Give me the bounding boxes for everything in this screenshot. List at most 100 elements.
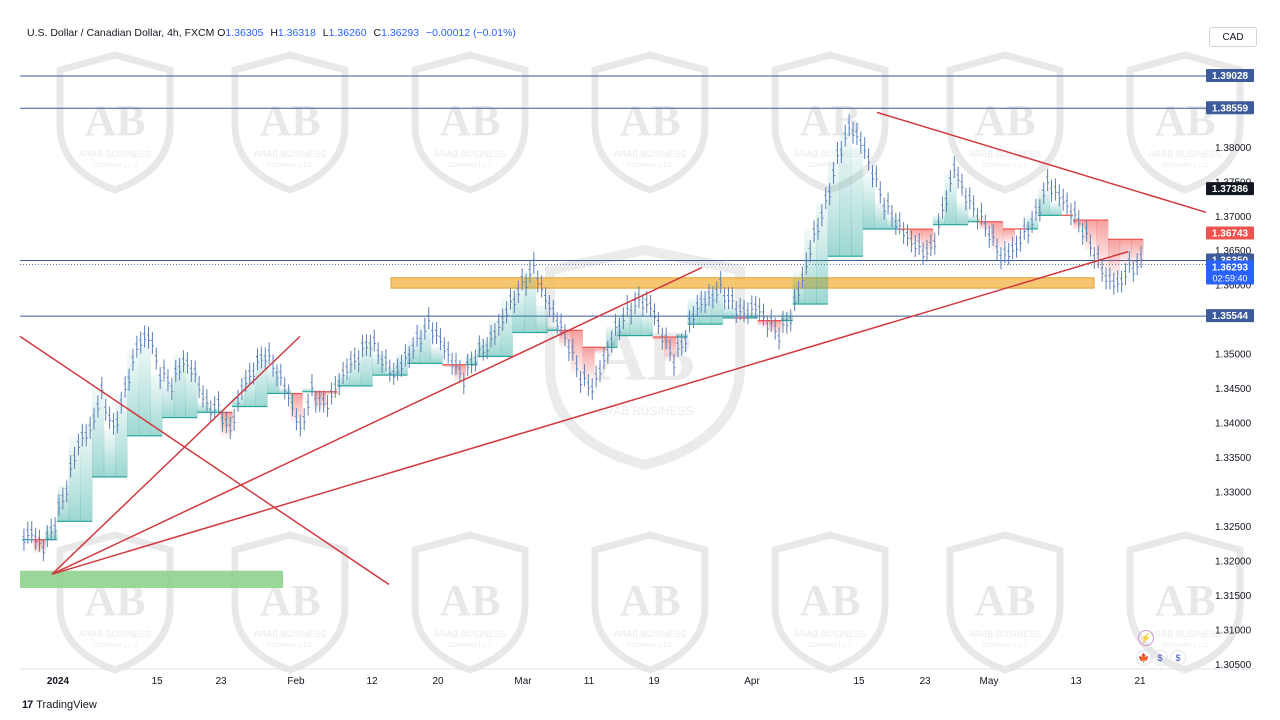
time-tick-label: 15 bbox=[151, 676, 163, 687]
cloud-segment bbox=[185, 367, 198, 418]
price-label-text: 1.37386 bbox=[1212, 184, 1249, 195]
shield-icon bbox=[771, 531, 889, 674]
price-label-text: 1.38559 bbox=[1212, 103, 1249, 114]
cloud-segment bbox=[827, 160, 840, 257]
low-value: 1.36260 bbox=[328, 27, 367, 39]
watermark-company: COMPANY L.L.C bbox=[1162, 163, 1208, 169]
price-axis[interactable]: 1.380001.375001.370001.365001.360001.350… bbox=[1215, 143, 1252, 671]
watermark-monogram: AB bbox=[619, 576, 680, 625]
cloud-segment bbox=[430, 346, 443, 364]
time-tick-label: 15 bbox=[853, 676, 865, 687]
cloud-segment bbox=[103, 429, 116, 477]
watermark-name: ARAB BUSINESS bbox=[794, 629, 867, 639]
price-label-level: 1.38559 bbox=[1206, 101, 1254, 115]
watermark-name: ARAB BUSINESS bbox=[79, 149, 152, 159]
watermark-company: COMPANY L.L.C bbox=[447, 643, 493, 649]
shield-icon bbox=[1126, 51, 1244, 194]
falling-line bbox=[19, 335, 390, 586]
tradingview-logo-icon[interactable]: 17 bbox=[22, 699, 33, 711]
cloud-segment bbox=[1049, 201, 1062, 216]
price-label-black: 1.37386 bbox=[1206, 182, 1254, 196]
rising-line-2 bbox=[51, 266, 703, 575]
price-label-bg bbox=[1206, 260, 1254, 285]
price-label-text: 1.35544 bbox=[1212, 311, 1249, 322]
symbol-name: U.S. Dollar / Canadian Dollar, 4h, FXCM bbox=[27, 27, 215, 39]
price-tick-label: 1.37000 bbox=[1215, 212, 1252, 223]
us-flag-icon-2[interactable]: $ bbox=[1170, 650, 1186, 666]
watermark-name: ARAB BUSINESS bbox=[614, 629, 687, 639]
descending-resistance bbox=[876, 111, 1207, 214]
watermark-name: ARAB BUSINESS bbox=[254, 629, 327, 639]
price-tick-label: 1.31000 bbox=[1215, 625, 1252, 636]
watermark-company: COMPANY L.L.C bbox=[447, 163, 493, 169]
canada-flag-icon[interactable]: 🍁 bbox=[1136, 650, 1152, 666]
time-tick-label: 12 bbox=[366, 676, 378, 687]
cloud-segment bbox=[92, 388, 105, 477]
watermark-name: ARAB BUSINESS bbox=[614, 149, 687, 159]
price-tick-label: 1.31500 bbox=[1215, 591, 1252, 602]
watermark-name: ARAB BUSINESS bbox=[434, 149, 507, 159]
watermark-name: ARAB BUSINESS bbox=[254, 149, 327, 159]
price-tick-label: 1.35000 bbox=[1215, 350, 1252, 361]
tradingview-brand[interactable]: TradingView bbox=[36, 699, 97, 711]
price-tick-label: 1.32500 bbox=[1215, 522, 1252, 533]
cloud-segment bbox=[816, 201, 829, 305]
cloud-segment bbox=[302, 388, 315, 392]
watermark-company: COMPANY L.L.C bbox=[267, 643, 313, 649]
time-tick-label: 19 bbox=[648, 676, 660, 687]
time-tick-label: May bbox=[980, 676, 999, 687]
cloud-segment bbox=[80, 422, 93, 522]
cloud-segment bbox=[640, 312, 654, 336]
price-labels: 1.390281.385591.373861.367431.363501.362… bbox=[1206, 68, 1254, 323]
cloud-segment bbox=[115, 394, 128, 477]
watermark-company: COMPANY L.L.C bbox=[982, 643, 1028, 649]
time-tick-label: 13 bbox=[1070, 676, 1082, 687]
time-tick-label: 23 bbox=[919, 676, 931, 687]
time-axis[interactable]: 2024 15 23 Feb 12 20 Mar 11 19 Apr 15 23 May 13 21 bbox=[20, 668, 1256, 687]
cloud-segment bbox=[442, 364, 455, 368]
price-label-bg bbox=[1206, 226, 1254, 240]
trendlines-layer bbox=[19, 111, 1207, 586]
cloud-fill-layer bbox=[22, 133, 1144, 554]
watermark-monogram: AB bbox=[1154, 96, 1215, 145]
watermark-monogram: AB bbox=[1154, 576, 1215, 625]
cloud-segment bbox=[921, 229, 934, 251]
watermark-company: COMPANY L.L.C bbox=[982, 163, 1028, 169]
shield-icon bbox=[231, 51, 349, 194]
cloud-segment bbox=[652, 337, 665, 340]
shield-icon bbox=[946, 51, 1064, 194]
price-tick-label: 1.38000 bbox=[1215, 143, 1252, 154]
price-label-bg bbox=[1206, 68, 1254, 82]
shield-icon bbox=[1126, 531, 1244, 674]
cloud-segment bbox=[1002, 228, 1016, 244]
cloud-segment bbox=[804, 229, 817, 305]
time-tick-label: 2024 bbox=[47, 676, 70, 687]
countdown-label: 02:59:40 bbox=[1212, 273, 1247, 283]
watermark-company: COMPANY L.L.C bbox=[267, 163, 313, 169]
price-tick-label: 1.36000 bbox=[1215, 281, 1252, 292]
close-label: C bbox=[373, 27, 382, 39]
zones-layer bbox=[20, 277, 1095, 588]
time-tick-label: 23 bbox=[215, 676, 227, 687]
time-tick-label: Feb bbox=[287, 676, 305, 687]
lightning-icon[interactable]: ⚡ bbox=[1138, 630, 1154, 646]
horizontal-levels bbox=[20, 75, 1206, 317]
time-tick-label: 21 bbox=[1134, 676, 1146, 687]
currency-button[interactable]: CAD bbox=[1209, 27, 1257, 47]
footer: 17 TradingView bbox=[22, 699, 97, 711]
open-label: O bbox=[217, 27, 226, 39]
price-label-text: 1.39028 bbox=[1212, 71, 1249, 82]
shield-icon bbox=[231, 531, 349, 674]
us-flag-icon[interactable]: $ bbox=[1152, 650, 1168, 666]
cloud-segment bbox=[348, 360, 362, 386]
cloud-segment bbox=[839, 133, 852, 257]
cloud-segment bbox=[68, 436, 81, 522]
symbol-header: U.S. Dollar / Canadian Dollar, 4h, FXCM … bbox=[27, 27, 516, 39]
price-tick-label: 1.33000 bbox=[1215, 487, 1252, 498]
price-label-bg bbox=[1206, 182, 1254, 196]
shield-icon bbox=[56, 51, 174, 194]
cloud-segment bbox=[255, 353, 268, 407]
